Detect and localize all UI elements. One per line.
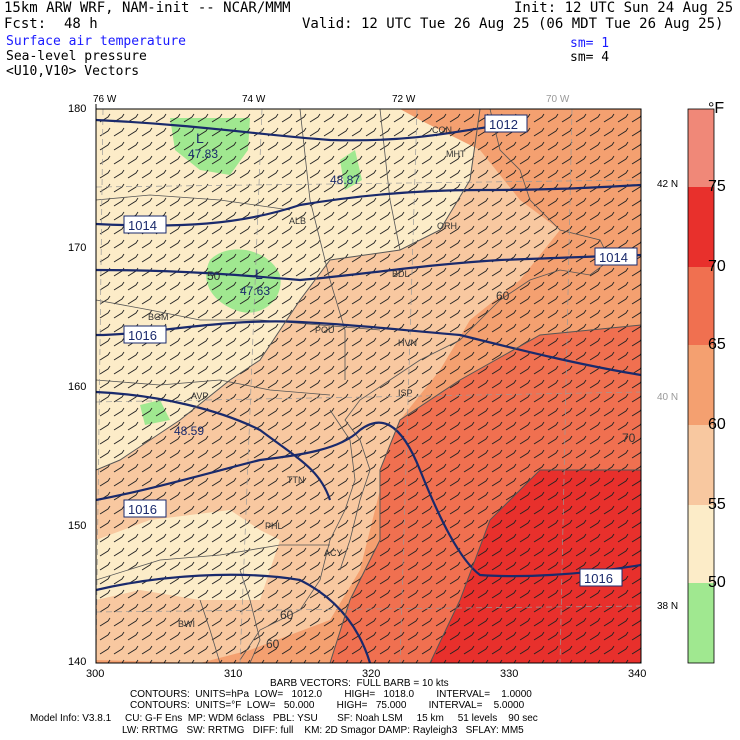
contours-pressure-info: CONTOURS: UNITS=hPa LOW= 1012.0 HIGH= 10… [130,689,532,700]
lat-label-40n: 40 N [657,392,679,403]
legend-tick-75: 75 [708,178,726,195]
station-mht: MHT [446,149,466,159]
model-info-line2: LW: RRTMG SW: RRTMG DIFF: full KM: 2D Sm… [122,725,524,736]
temp-contour-label-60-c: 60 [266,637,280,651]
grid-x-320: 320 [362,668,381,680]
coastlines-and-borders [96,109,611,663]
pressure-label-1016-south: 1016 [128,502,157,517]
isobar-1012 [96,118,501,142]
isobars [96,118,641,663]
grid-y-180: 180 [68,103,87,115]
contours-temperature-info: CONTOURS: UNITS=°F LOW= 50.000 HIGH= 75.… [130,700,525,711]
isobar-1014-south [96,253,641,282]
valid-time: Valid: 12 UTC Tue 26 Aug 25 (06 MDT Tue … [302,16,724,32]
temp-value-c: 47.63 [240,284,270,298]
forecast-label: Fcst: [4,16,47,32]
legend-tick-70: 70 [708,258,726,275]
station-bwi: BWI [178,619,195,629]
temperature-legend [687,108,715,664]
station-hvn: HVN [398,338,417,348]
model-title: 15km ARW WRF, NAM-init -- NCAR/MMM [4,0,291,16]
isobar-1016 [96,320,641,377]
lat-label-38n: 38 N [657,601,679,612]
legend-tick-50: 50 [708,574,726,591]
field-wind-vectors: <U10,V10> Vectors [6,64,140,79]
model-info-line1: Model Info: V3.8.1 CU: G-F Ens MP: WDM 6… [30,713,538,724]
lon-label-70w: 70 W [546,94,570,105]
field-sea-level-pressure: Sea-level pressure [6,49,147,64]
lon-label-74w: 74 W [242,94,266,105]
smoothing-temperature: sm= 1 [570,36,610,51]
grid-x-310: 310 [224,668,243,680]
low-marker-b: L [255,266,263,282]
grid-y-160: 160 [68,381,87,393]
legend-tick-55: 55 [708,496,726,513]
low-centers: L L 47.83 48.87 47.63 48.59 [174,130,360,438]
grid-x-330: 330 [500,668,519,680]
station-orh: ORH [437,221,457,231]
legend-tick-60: 60 [708,416,726,433]
station-avp: AVP [191,391,208,401]
pressure-label-1014-east: 1014 [599,250,628,265]
station-pou: POU [315,325,335,335]
lon-label-76w: 76 W [93,94,117,105]
legend-unit: °F [708,100,725,117]
pressure-labels: 1012 1014 1014 1016 1016 1016 [123,114,638,587]
pressure-label-1016-east: 1016 [584,571,613,586]
temperature-contours [96,109,641,663]
pressure-label-1012: 1012 [489,117,518,132]
legend-tick-65: 65 [708,336,726,353]
station-phl: PHL [265,521,283,531]
latlon-grid [96,109,641,663]
isobar-1014-north [96,183,641,227]
grid-y-170: 170 [68,242,87,254]
wind-barbs [96,109,641,663]
temp-contour-labels: 50 60 60 60 70 [207,269,636,651]
station-labels: CON MHT ALB ORH BDL BGM POU HVN AVP ISP … [148,125,466,629]
lon-label-72w: 72 W [392,94,416,105]
field-surface-air-temperature: Surface air temperature [6,34,187,49]
smoothing-pressure: sm= 4 [570,50,610,65]
temp-contour-label-60-a: 60 [496,289,510,303]
station-con: CON [432,125,452,135]
map-frame [95,108,642,664]
pressure-label-1014-west: 1014 [128,218,157,233]
isobar-1018 [96,573,372,663]
grid-y-150: 150 [68,520,87,532]
temp-value-b: 48.87 [330,173,360,187]
grid-x-340: 340 [628,668,647,680]
isobar-1016-west [96,390,332,501]
grid-y-140: 140 [68,656,87,668]
temp-contour-label-50: 50 [207,269,221,283]
temperature-field [96,109,641,663]
temp-contour-label-60-b: 60 [280,608,294,622]
pressure-label-1016-west: 1016 [128,328,157,343]
station-alb: ALB [289,216,306,226]
init-time: Init: 12 UTC Sun 24 Aug 25 [514,0,734,16]
station-bgm: BGM [148,312,169,322]
isobar-1016-south [96,421,641,578]
forecast-hour: 48 h [64,16,98,32]
station-ttn: TTN [287,475,305,485]
temp-value-a: 47.83 [188,147,218,161]
station-bdl: BDL [392,269,410,279]
temp-value-d: 48.59 [174,424,204,438]
station-isp: ISP [398,388,413,398]
barb-vectors-info: BARB VECTORS: FULL BARB = 10 kts [270,678,449,689]
grid-x-300: 300 [86,668,105,680]
lat-label-42n: 42 N [657,179,679,190]
temp-contour-label-70: 70 [622,431,636,445]
low-marker-a: L [196,130,204,146]
station-acy: ACY [324,548,343,558]
